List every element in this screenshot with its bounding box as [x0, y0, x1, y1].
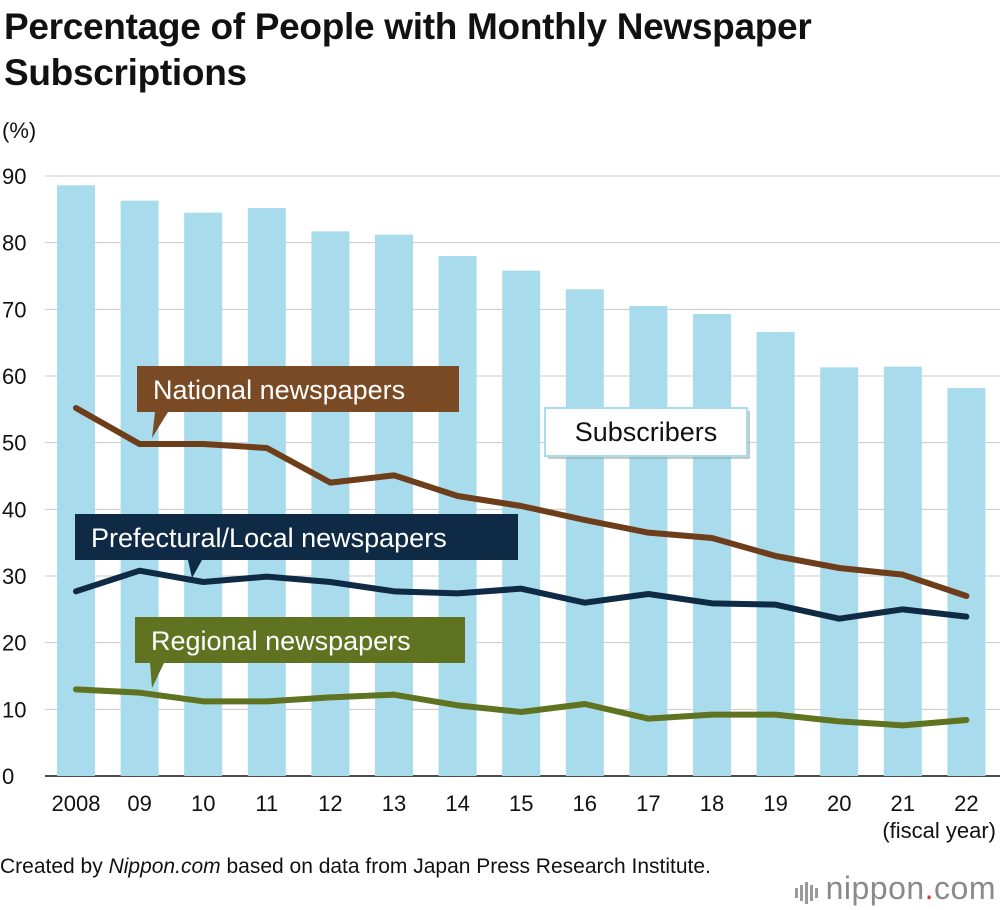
label-text: Subscribers — [575, 417, 718, 447]
source-note: Created by Nippon.com based on data from… — [0, 853, 711, 880]
label-prefectural-local-newspapers: Prefectural/Local newspapers — [75, 514, 518, 578]
x-tick-label: 17 — [636, 791, 660, 816]
bar-subscribers — [565, 289, 604, 776]
y-tick-label: 50 — [2, 431, 26, 456]
source-prefix: Created by — [0, 855, 109, 878]
y-tick-label: 0 — [2, 764, 14, 789]
label-text: Prefectural/Local newspapers — [91, 523, 447, 553]
x-tick-label: 22 — [954, 791, 978, 816]
label-regional-newspapers: Regional newspapers — [135, 617, 465, 688]
x-tick-label: 2008 — [52, 791, 101, 816]
y-tick-label: 70 — [2, 297, 26, 322]
y-tick-label: 90 — [2, 164, 26, 189]
bar-subscribers — [629, 306, 668, 776]
bar-series — [57, 185, 986, 777]
bar-subscribers — [184, 212, 223, 776]
x-tick-label: 20 — [827, 791, 851, 816]
label-box — [137, 366, 459, 412]
y-tick-label: 10 — [2, 697, 26, 722]
x-tick-label: 16 — [573, 791, 597, 816]
line-series — [73, 405, 970, 729]
brand-name: nippon — [825, 870, 925, 906]
label-pointer — [188, 560, 202, 578]
bar-subscribers — [693, 314, 731, 776]
line-regional-newspapers — [73, 686, 970, 729]
y-tick-label: 30 — [2, 564, 26, 589]
source-site: Nippon.com — [108, 855, 221, 878]
label-box — [135, 617, 465, 663]
brand-logo: nippon.com — [794, 870, 996, 909]
brand-tld: com — [934, 870, 996, 906]
label-national-newspapers: National newspapers — [137, 366, 459, 438]
y-axis-ticks: 0 10 20 30 40 50 60 70 80 90 — [2, 164, 26, 789]
brand-dot: . — [924, 870, 935, 906]
x-tick-label: 13 — [382, 791, 406, 816]
source-suffix: based on data from Japan Press Research … — [220, 855, 711, 878]
y-tick-label: 60 — [2, 364, 26, 389]
x-axis-label: (fiscal year) — [882, 818, 996, 843]
label-pointer — [152, 412, 168, 438]
x-tick-label: 11 — [255, 791, 278, 816]
bar-subscribers — [375, 234, 413, 776]
bar-subscribers — [57, 185, 95, 777]
label-box — [75, 514, 518, 560]
bar-subscribers — [247, 208, 286, 776]
chart-title: Percentage of People with Monthly Newspa… — [4, 6, 812, 93]
brand-mark-icon — [794, 872, 820, 909]
x-tick-label: 18 — [700, 791, 724, 816]
label-text: National newspapers — [153, 375, 405, 405]
x-tick-label: 10 — [191, 791, 215, 816]
y-tick-label: 40 — [2, 497, 26, 522]
y-tick-label: 20 — [2, 631, 26, 656]
bar-subscribers — [311, 231, 350, 777]
bar-subscribers — [947, 388, 986, 776]
label-pointer — [150, 663, 164, 688]
y-tick-label: 80 — [2, 231, 26, 256]
x-tick-label: 12 — [318, 791, 342, 816]
x-tick-label: 19 — [763, 791, 787, 816]
line-national-newspapers — [73, 405, 970, 599]
label-box — [544, 407, 748, 457]
label-subscribers: Subscribers — [544, 407, 750, 459]
y-axis-label: (%) — [2, 118, 36, 143]
x-axis-ticks: 2008 09 10 11 12 13 14 15 16 17 18 19 20 21 22 — [52, 791, 979, 816]
x-tick-label: 21 — [891, 791, 915, 816]
x-tick-label: 14 — [445, 791, 469, 816]
series-labels: Subscribers National newspapers Prefectura… — [75, 366, 750, 688]
x-tick-label: 15 — [509, 791, 533, 816]
x-tick-label: 09 — [127, 791, 151, 816]
label-text: Regional newspapers — [151, 626, 411, 656]
line-prefectural-local-newspapers — [73, 567, 970, 622]
